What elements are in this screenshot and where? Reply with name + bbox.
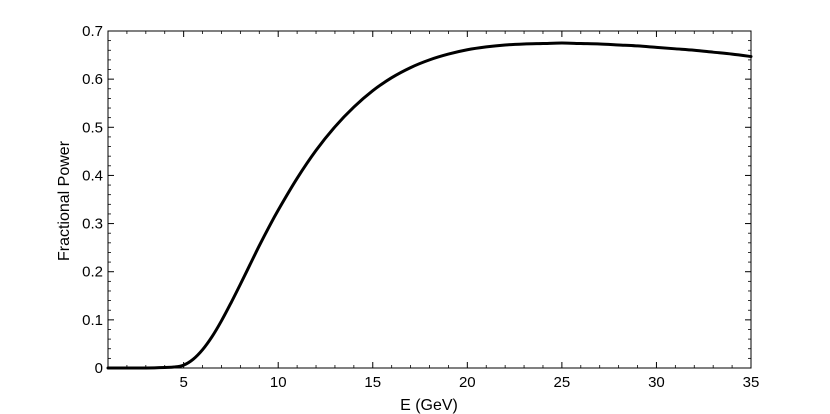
y-axis-label: Fractional Power bbox=[56, 140, 73, 261]
y-tick-label: 0.1 bbox=[82, 312, 103, 329]
x-axis-label: E (GeV) bbox=[400, 397, 458, 414]
x-tick-label: 20 bbox=[459, 374, 476, 391]
series-layer bbox=[106, 41, 753, 370]
y-tick-label: 0.6 bbox=[82, 71, 103, 88]
x-tick-label: 30 bbox=[648, 374, 665, 391]
plot-frame bbox=[107, 30, 752, 369]
series-line bbox=[106, 41, 753, 370]
x-tick-label: 35 bbox=[743, 374, 760, 391]
y-tick-label: 0.7 bbox=[82, 23, 103, 40]
x-tick-label: 5 bbox=[179, 374, 187, 391]
tick-labels: 5 10 15 20 25 30 35 0 0.1 0.2 0.3 0.4 0.5 0.6 0.7 bbox=[82, 23, 759, 391]
y-tick-label: 0.3 bbox=[82, 216, 103, 233]
x-tick-label: 10 bbox=[270, 374, 287, 391]
axis-ticks bbox=[107, 30, 752, 369]
y-tick-label: 0.5 bbox=[82, 119, 103, 136]
y-tick-label: 0 bbox=[95, 360, 103, 377]
x-tick-label: 15 bbox=[364, 374, 381, 391]
x-tick-label: 25 bbox=[554, 374, 571, 391]
y-tick-label: 0.4 bbox=[82, 167, 103, 184]
y-tick-label: 0.2 bbox=[82, 264, 103, 281]
plot-area bbox=[107, 30, 752, 369]
